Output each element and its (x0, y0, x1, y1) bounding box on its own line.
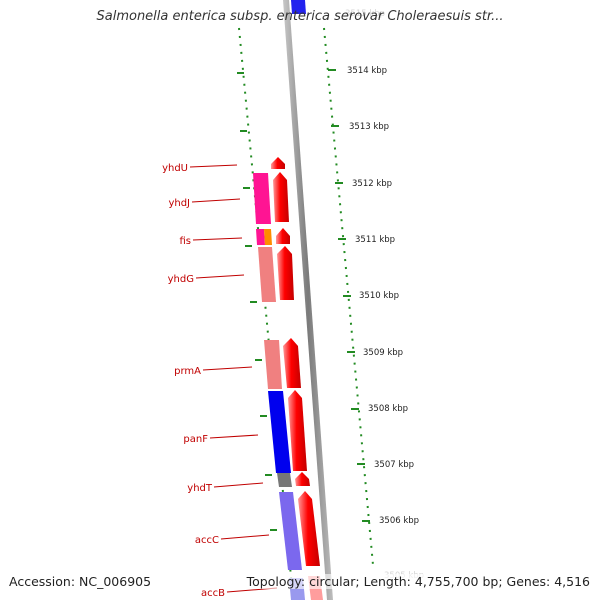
gene-yhdU-forward (271, 157, 285, 169)
gene-label-panF: panF (183, 434, 208, 445)
gene-prmA-forward (283, 338, 301, 388)
tick-label: 3513 kbp (349, 122, 389, 132)
gene-fis-forward (276, 228, 290, 244)
genome-backbone (283, 0, 333, 600)
tick-label: 3510 kbp (359, 291, 399, 301)
accession-text: Accession: NC_006905 (9, 574, 152, 589)
gene-accC-reverse (279, 492, 302, 570)
outer-tick-marks (328, 69, 370, 522)
tick-label: 3509 kbp (363, 348, 403, 358)
gene-panF-reverse (268, 391, 291, 473)
tick-label: 3515 kbp (345, 9, 385, 19)
gene-yhdG-reverse (258, 247, 276, 302)
gene-label-yhdG: yhdG (168, 274, 194, 285)
gene-label-yhdU: yhdU (162, 163, 188, 174)
map-title: Salmonella enterica subsp. enterica sero… (96, 9, 504, 24)
tick-label: 3511 kbp (355, 235, 395, 245)
gene-reverse-top (291, 0, 306, 14)
gene-label-fis: fis (179, 236, 191, 247)
inner-tick-marks (237, 72, 277, 531)
outer-dotted-ruler (323, 27, 374, 566)
gene-label-yhdJ: yhdJ (168, 198, 190, 209)
gene-label-accC: accC (195, 535, 219, 546)
tick-label: 3512 kbp (352, 179, 392, 189)
genome-stats-text: Topology: circular; Length: 4,755,700 bp… (246, 574, 590, 589)
label-leaders (189, 164, 278, 593)
gene-accC-forward (298, 491, 320, 566)
gene-labels: yhdU yhdJ fis yhdG prmA panF yhdT accC a… (162, 163, 225, 599)
gene-fis-reverse-a (256, 229, 265, 245)
gene-label-prmA: prmA (174, 366, 201, 377)
tick-label: 3506 kbp (379, 516, 419, 526)
gene-label-accB: accB (201, 588, 225, 599)
tick-label: 3507 kbp (374, 460, 414, 470)
tick-label: 3508 kbp (368, 404, 408, 414)
kbp-labels: 3515 kbp 3514 kbp 3513 kbp 3512 kbp 3511… (345, 9, 424, 581)
gene-prmA-reverse (264, 340, 282, 389)
tick-label: 3514 kbp (347, 66, 387, 76)
gene-yhdG-forward (277, 246, 294, 300)
gene-yhdJ-reverse (253, 173, 271, 224)
gene-yhdT-forward (295, 472, 310, 486)
gene-yhdT-reverse (277, 473, 292, 487)
gene-panF-forward (288, 390, 307, 471)
gene-fis-reverse-b (264, 229, 272, 245)
gene-label-yhdT: yhdT (187, 483, 213, 494)
gene-yhdJ-forward (273, 172, 289, 222)
